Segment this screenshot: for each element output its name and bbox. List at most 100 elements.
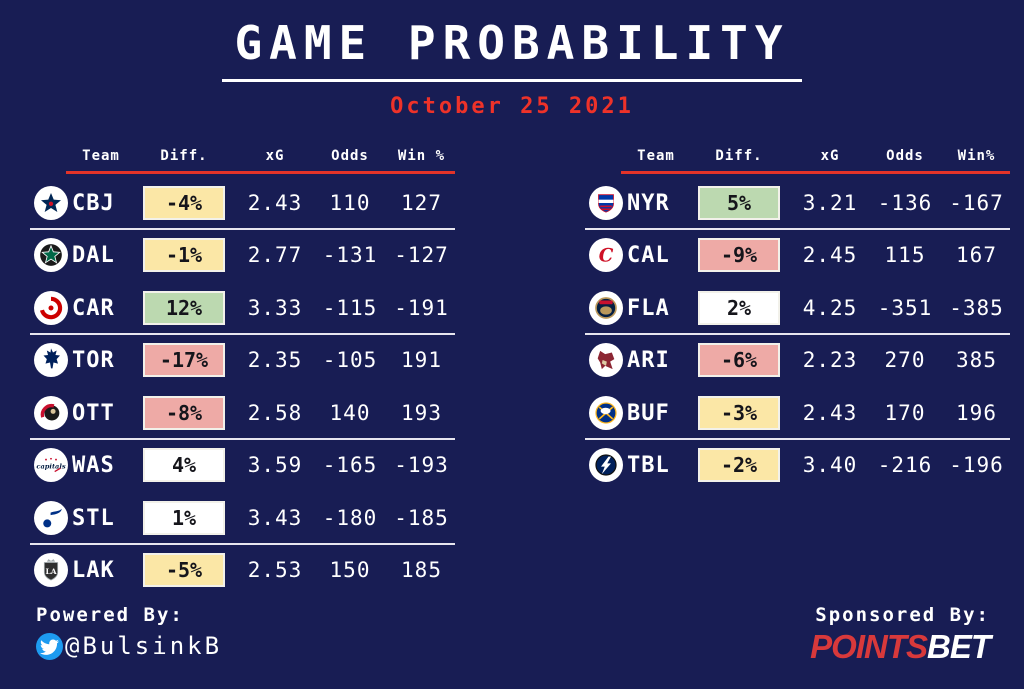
xg-value: 2.23 [802, 348, 858, 372]
xg-value: 2.43 [802, 401, 858, 425]
odds-value: 150 [329, 558, 371, 582]
table-row: STL 1% 3.43 -180 -185 [30, 493, 455, 543]
team-abbreviation: STL [72, 505, 115, 531]
odds-value: 270 [884, 348, 926, 372]
team-abbreviation: DAL [72, 242, 115, 268]
column-header-xg: xG [820, 148, 840, 164]
xg-value: 4.25 [802, 296, 858, 320]
table-row: ARI -6% 2.23 270 385 [585, 335, 1010, 385]
diff-badge: 2% [698, 291, 780, 325]
diff-badge: -3% [698, 396, 780, 430]
game-block: CBJ -4% 2.43 110 127 DAL -1% 2.77 -131 -… [30, 178, 455, 280]
xg-value: 2.43 [247, 191, 303, 215]
diff-badge: -17% [143, 343, 225, 377]
odds-value: -180 [322, 506, 378, 530]
xg-value: 2.35 [247, 348, 303, 372]
xg-value: 3.40 [802, 453, 858, 477]
team-abbreviation: WAS [72, 452, 115, 478]
pair-divider [30, 438, 455, 440]
column-header-diff: Diff. [160, 148, 208, 164]
new-york-rangers-logo [589, 186, 623, 220]
odds-value: -115 [322, 296, 378, 320]
pair-divider [30, 543, 455, 545]
team-abbreviation: LAK [72, 557, 115, 583]
arizona-coyotes-logo [589, 343, 623, 377]
table-row: TOR -17% 2.35 -105 191 [30, 335, 455, 385]
page-title: GAME PROBABILITY [222, 16, 802, 82]
xg-value: 3.21 [802, 191, 858, 215]
win-value: -191 [394, 296, 449, 320]
pair-divider [585, 333, 1010, 335]
table-row: capitals WAS 4% 3.59 -165 -193 [30, 440, 455, 490]
date-subtitle: October 25 2021 [390, 94, 634, 119]
diff-badge: -5% [143, 553, 225, 587]
pair-divider [585, 228, 1010, 230]
win-value: 127 [401, 191, 442, 215]
team-abbreviation: BUF [627, 400, 670, 426]
powered-by-label: Powered By: [36, 604, 184, 626]
xg-value: 3.59 [247, 453, 303, 477]
win-value: -385 [949, 296, 1004, 320]
team-abbreviation: CBJ [72, 190, 115, 216]
game-block: CAR 12% 3.33 -115 -191 TOR -17% 2.35 -10… [30, 283, 455, 385]
game-block: BUF -3% 2.43 170 196 TBL -2% 3.40 -216 -… [585, 388, 1010, 490]
twitter-bird-icon [36, 632, 63, 660]
pointsbet-logo-points: POINTS [810, 628, 928, 665]
column-header-odds: Odds [331, 148, 369, 164]
diff-badge: 12% [143, 291, 225, 325]
washington-capitals-logo: capitals [34, 448, 68, 482]
xg-value: 3.33 [247, 296, 303, 320]
toronto-maple-leafs-logo [34, 343, 68, 377]
odds-value: -105 [322, 348, 378, 372]
win-value: 167 [956, 243, 997, 267]
pair-divider [585, 438, 1010, 440]
column-header-win: Win% [957, 148, 996, 164]
left-table-header: Team Diff. xG Odds Win % [30, 146, 455, 166]
team-abbreviation: CAL [627, 242, 670, 268]
diff-badge: -2% [698, 448, 780, 482]
column-header-odds: Odds [886, 148, 924, 164]
pair-divider [30, 333, 455, 335]
los-angeles-kings-logo: LA [34, 553, 68, 587]
sponsored-by-label: Sponsored By: [815, 604, 990, 626]
table-row: C CAL -9% 2.45 115 167 [585, 230, 1010, 280]
table-row: FLA 2% 4.25 -351 -385 [585, 283, 1010, 333]
odds-value: 115 [884, 243, 926, 267]
xg-value: 2.45 [802, 243, 858, 267]
powered-by-block: Powered By: @BulsinkB [36, 604, 222, 660]
win-value: 185 [401, 558, 442, 582]
diff-badge: -1% [143, 238, 225, 272]
team-abbreviation: NYR [627, 190, 670, 216]
diff-badge: -6% [698, 343, 780, 377]
header-underline [621, 171, 1010, 174]
odds-value: 110 [329, 191, 371, 215]
svg-text:capitals: capitals [36, 462, 65, 470]
odds-value: -136 [877, 191, 933, 215]
ottawa-senators-logo [34, 396, 68, 430]
pointsbet-logo-bet: BET [927, 628, 991, 665]
pointsbet-logo: POINTSBET [810, 628, 991, 666]
win-value: 191 [401, 348, 442, 372]
diff-badge: 4% [143, 448, 225, 482]
svg-text:LA: LA [45, 567, 56, 576]
odds-value: -165 [322, 453, 378, 477]
tampa-bay-lightning-logo [589, 448, 623, 482]
pair-divider [30, 228, 455, 230]
odds-value: 140 [329, 401, 371, 425]
game-block: STL 1% 3.43 -180 -185 LA LAK -5% 2.53 15… [30, 493, 455, 595]
table-row: NYR 5% 3.21 -136 -167 [585, 178, 1010, 228]
table-row: CAR 12% 3.33 -115 -191 [30, 283, 455, 333]
game-block: OTT -8% 2.58 140 193 capitals WAS 4% 3.5… [30, 388, 455, 490]
column-header-team: Team [82, 148, 120, 164]
right-table-header: Team Diff. xG Odds Win% [585, 146, 1010, 166]
column-header-xg: xG [265, 148, 285, 164]
table-row: LA LAK -5% 2.53 150 185 [30, 545, 455, 595]
xg-value: 2.58 [247, 401, 303, 425]
diff-badge: -8% [143, 396, 225, 430]
twitter-handle: @BulsinkB [65, 632, 223, 660]
win-value: -185 [394, 506, 449, 530]
left-games-table: Team Diff. xG Odds Win % CBJ -4% 2.43 11… [30, 146, 455, 598]
dallas-stars-logo [34, 238, 68, 272]
odds-value: -131 [322, 243, 378, 267]
